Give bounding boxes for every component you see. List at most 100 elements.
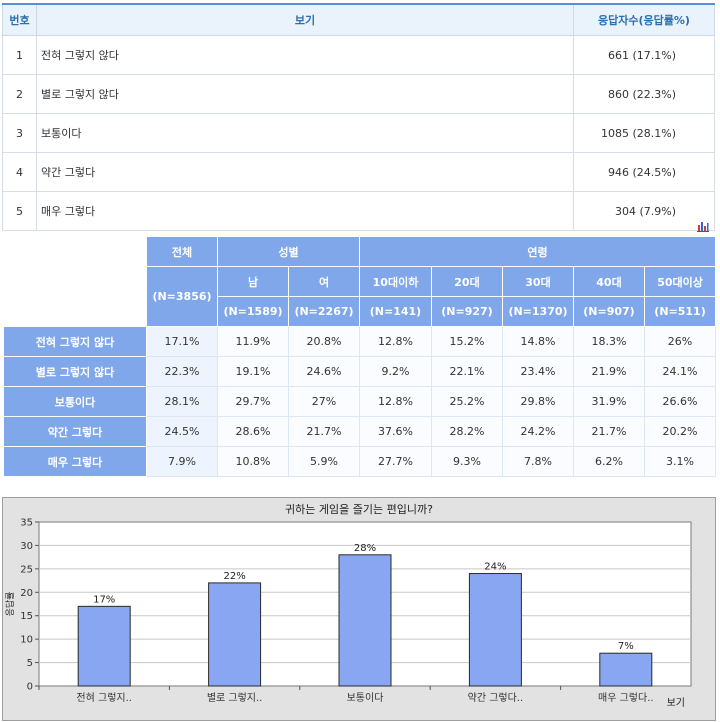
row-count: 860 (22.3%) [573, 74, 715, 114]
row-number: 5 [2, 191, 37, 231]
sub-female: 여 [288, 266, 360, 297]
cell-value: 5.9% [288, 446, 360, 477]
cell-value: 7.9% [146, 446, 218, 477]
cell-value: 21.7% [573, 416, 645, 447]
corner-cell [3, 236, 147, 327]
n-20s: (N=927) [431, 296, 503, 327]
y-tick-label: 20 [20, 588, 33, 599]
cell-value: 22.1% [431, 356, 503, 387]
cell-value: 25.2% [431, 386, 503, 417]
table-row: 2 별로 그렇지 않다 860 (22.3%) [2, 74, 715, 114]
bar[interactable] [599, 652, 653, 687]
row-option: 전혀 그렇지 않다 [36, 35, 574, 75]
cell-value: 20.2% [643, 416, 717, 447]
bar-chart-icon[interactable] [697, 221, 709, 232]
n-male: (N=1589) [217, 296, 289, 327]
y-axis-ticks: 0 5 10 15 20 25 30 35 [20, 518, 39, 693]
bar[interactable] [468, 573, 522, 687]
cell-value: 26% [643, 326, 717, 357]
y-axis-label: 응답률 [4, 592, 16, 617]
row-number: 1 [2, 35, 37, 75]
cell-value: 10.8% [217, 446, 289, 477]
cell-value: 24.2% [502, 416, 574, 447]
header-no: 번호 [2, 3, 37, 36]
cell-value: 15.2% [431, 326, 503, 357]
crosstab-row: 전혀 그렇지 않다 17.1% 11.9% 20.8% 12.8% 15.2% … [3, 326, 717, 357]
cell-value: 28.6% [217, 416, 289, 447]
bar-value-label: 24% [484, 562, 506, 573]
answers-header-row: 번호 보기 응답자수(응답률%) [2, 3, 715, 36]
header-option: 보기 [36, 3, 574, 36]
cell-value: 24.1% [643, 356, 717, 387]
crosstab-group-row: 전체 성별 연령 [3, 236, 717, 327]
cell-value: 22.3% [146, 356, 218, 387]
cell-value: 24.5% [146, 416, 218, 447]
row-option: 보통이다 [36, 113, 574, 153]
cell-value: 29.7% [217, 386, 289, 417]
crosstab-row: 별로 그렇지 않다 22.3% 19.1% 24.6% 9.2% 22.1% 2… [3, 356, 717, 387]
bar[interactable] [338, 554, 392, 687]
y-tick-label: 10 [20, 635, 33, 646]
x-tick-label: 매우 그렇다.. [598, 691, 654, 704]
row-number: 4 [2, 152, 37, 192]
cell-value: 18.3% [573, 326, 645, 357]
bar-value-label: 17% [93, 594, 115, 605]
chart-panel: 귀하는 게임을 즐기는 편입니까? 0 5 10 15 20 25 30 35 17% 22% 2… [2, 497, 716, 721]
n-total: (N=3856) [146, 266, 218, 327]
sub-male: 남 [217, 266, 289, 297]
bar[interactable] [77, 605, 131, 687]
bars: 17% 22% 28% 24% 7% [77, 543, 653, 687]
row-option: 약간 그렇다 [36, 152, 574, 192]
cell-value: 27% [288, 386, 360, 417]
cell-value: 12.8% [359, 326, 432, 357]
cell-value: 7.8% [502, 446, 574, 477]
cell-value: 28.2% [431, 416, 503, 447]
table-row: 3 보통이다 1085 (28.1%) [2, 113, 715, 153]
row-count: 304 (7.9%) [573, 191, 715, 231]
cell-value: 19.1% [217, 356, 289, 387]
sub-50s: 50대이상 [643, 266, 717, 297]
cell-value: 17.1% [146, 326, 218, 357]
cell-value: 12.8% [359, 386, 432, 417]
sub-30s: 30대 [502, 266, 574, 297]
crosstab-sub-row: (N=3856) 남 여 10대이하 20대 30대 40대 50대이상 [4, 266, 717, 327]
sub-40s: 40대 [573, 266, 645, 297]
crosstab-table: 전체 성별 연령 (N=3856) 남 여 10대이하 20대 30대 40대 … [3, 236, 717, 477]
x-tick-label: 전혀 그렇지.. [76, 691, 132, 704]
row-label: 매우 그렇다 [3, 446, 147, 477]
cell-value: 26.6% [643, 386, 717, 417]
cell-value: 9.3% [431, 446, 503, 477]
row-number: 3 [2, 113, 37, 153]
cell-value: 6.2% [573, 446, 645, 477]
cell-value: 29.8% [502, 386, 574, 417]
sub-teens: 10대이하 [359, 266, 432, 297]
row-option: 매우 그렇다 [36, 191, 574, 231]
bar-chart: 귀하는 게임을 즐기는 편입니까? 0 5 10 15 20 25 30 35 17% 22% 2… [4, 502, 692, 709]
row-label: 별로 그렇지 않다 [3, 356, 147, 387]
n-50s: (N=511) [643, 296, 717, 327]
y-tick-label: 35 [20, 518, 33, 529]
n-teens: (N=141) [359, 296, 432, 327]
cell-value: 21.7% [288, 416, 360, 447]
row-count: 946 (24.5%) [573, 152, 715, 192]
chart-title: 귀하는 게임을 즐기는 편입니까? [285, 502, 433, 516]
y-tick-label: 15 [20, 611, 33, 622]
group-gender: 성별 [217, 236, 360, 267]
sub-20s: 20대 [431, 266, 503, 297]
cell-value: 9.2% [359, 356, 432, 387]
row-label: 전혀 그렇지 않다 [3, 326, 147, 357]
row-option: 별로 그렇지 않다 [36, 74, 574, 114]
row-count: 661 (17.1%) [573, 35, 715, 75]
crosstab-n-row: (N=1589) (N=2267) (N=141) (N=927) (N=137… [4, 296, 717, 327]
cell-value: 3.1% [643, 446, 717, 477]
bar[interactable] [208, 582, 262, 687]
y-tick-label: 25 [20, 564, 33, 575]
x-tick-label: 별로 그렇지.. [207, 691, 263, 704]
row-label: 보통이다 [3, 386, 147, 417]
x-tick-label: 보통이다 [347, 692, 384, 704]
row-number: 2 [2, 74, 37, 114]
cell-value: 28.1% [146, 386, 218, 417]
table-row: 5 매우 그렇다 304 (7.9%) [2, 191, 715, 231]
row-label: 약간 그렇다 [3, 416, 147, 447]
crosstab-row: 약간 그렇다 24.5% 28.6% 21.7% 37.6% 28.2% 24.… [3, 416, 717, 447]
